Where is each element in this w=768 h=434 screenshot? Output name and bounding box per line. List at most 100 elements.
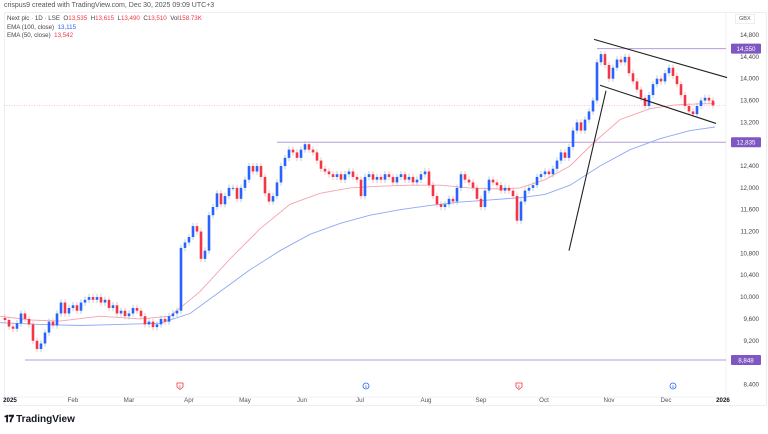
candle-down[interactable] (679, 84, 683, 96)
candle-up[interactable] (543, 171, 547, 175)
candle-up[interactable] (375, 176, 379, 180)
candle-up[interactable] (119, 310, 123, 314)
candle-up[interactable] (615, 59, 619, 68)
candle-up[interactable] (663, 73, 667, 82)
candle-down[interactable] (671, 67, 675, 76)
candle-up[interactable] (419, 174, 423, 180)
candle-down[interactable] (235, 187, 239, 199)
candle-up[interactable] (247, 166, 251, 180)
candle-down[interactable] (139, 310, 143, 317)
candle-up[interactable] (283, 157, 287, 167)
candle-up[interactable] (231, 187, 235, 189)
candle-down[interactable] (151, 321, 155, 328)
candle-down[interactable] (51, 321, 55, 326)
candle-down[interactable] (63, 302, 67, 314)
candle-up[interactable] (59, 302, 63, 314)
candle-up[interactable] (367, 174, 371, 177)
candle-up[interactable] (651, 84, 655, 96)
candle-up[interactable] (87, 297, 91, 300)
candle-up[interactable] (215, 193, 219, 207)
candle-up[interactable] (343, 174, 347, 180)
candle-down[interactable] (435, 196, 439, 205)
candle-up[interactable] (699, 100, 703, 106)
candle-up[interactable] (623, 56, 627, 63)
candle-down[interactable] (31, 324, 35, 341)
candle-up[interactable] (103, 299, 107, 303)
candle-up[interactable] (183, 242, 187, 248)
candle-down[interactable] (295, 152, 299, 158)
candle-up[interactable] (487, 179, 491, 191)
candle-down[interactable] (135, 308, 139, 311)
candle-up[interactable] (415, 179, 419, 183)
candle-down[interactable] (163, 318, 167, 322)
candle-down[interactable] (619, 59, 623, 63)
candle-down[interactable] (675, 75, 679, 85)
candle-up[interactable] (383, 174, 387, 180)
candle-up[interactable] (207, 215, 211, 251)
candle-down[interactable] (491, 179, 495, 183)
candle-up[interactable] (147, 321, 151, 325)
candle-down[interactable] (467, 179, 471, 183)
ema100-row[interactable]: EMA (100, close) 13,115 (7, 24, 202, 33)
candle-up[interactable] (279, 166, 283, 183)
candle-down[interactable] (495, 182, 499, 186)
candle-up[interactable] (531, 185, 535, 188)
candle-up[interactable] (275, 182, 279, 197)
candle-up[interactable] (111, 305, 115, 308)
candle-up[interactable] (95, 297, 99, 300)
candle-up[interactable] (535, 176, 539, 186)
candle-up[interactable] (503, 187, 507, 191)
candle-up[interactable] (519, 201, 523, 221)
candle-down[interactable] (327, 171, 331, 175)
candle-down[interactable] (251, 166, 255, 172)
earnings-event-icon[interactable] (176, 382, 184, 391)
candle-down[interactable] (371, 174, 375, 180)
candle-up[interactable] (191, 226, 195, 238)
candle-down[interactable] (99, 297, 103, 303)
candle-down[interactable] (319, 160, 323, 169)
candle-up[interactable] (583, 119, 587, 131)
candle-down[interactable] (379, 176, 383, 180)
candle-up[interactable] (19, 313, 23, 324)
candle-up[interactable] (175, 310, 179, 314)
candle-up[interactable] (567, 146, 571, 158)
candle-up[interactable] (271, 196, 275, 202)
candle-up[interactable] (443, 204, 447, 207)
candle-up[interactable] (667, 67, 671, 74)
candle-up[interactable] (227, 187, 231, 197)
candle-up[interactable] (67, 308, 71, 314)
candle-up[interactable] (347, 171, 351, 175)
ema50-row[interactable]: EMA (50, close) 13,542 (7, 32, 202, 41)
candle-down[interactable] (359, 179, 363, 197)
candle-up[interactable] (455, 187, 459, 202)
candle-up[interactable] (575, 122, 579, 131)
candle-down[interactable] (199, 231, 203, 259)
candle-down[interactable] (403, 174, 407, 180)
candle-down[interactable] (707, 97, 711, 101)
candle-up[interactable] (243, 179, 247, 188)
candle-up[interactable] (447, 198, 451, 205)
candle-up[interactable] (599, 54, 603, 63)
candle-down[interactable] (143, 316, 147, 325)
candle-down[interactable] (35, 340, 39, 349)
candle-up[interactable] (171, 313, 175, 317)
candle-up[interactable] (239, 187, 243, 199)
candle-down[interactable] (659, 78, 663, 82)
candle-up[interactable] (287, 149, 291, 158)
candle-up[interactable] (459, 174, 463, 188)
candle-up[interactable] (399, 174, 403, 177)
candle-up[interactable] (363, 176, 367, 197)
candle-down[interactable] (107, 299, 111, 308)
candle-up[interactable] (203, 250, 207, 259)
candle-down[interactable] (3, 317, 7, 321)
dividend-event-icon[interactable] (362, 382, 370, 390)
candle-down[interactable] (451, 198, 455, 202)
candle-down[interactable] (259, 166, 263, 177)
candle-down[interactable] (411, 176, 415, 183)
trendline[interactable] (593, 38, 728, 79)
candle-down[interactable] (711, 100, 715, 106)
candle-down[interactable] (511, 190, 515, 197)
candle-up[interactable] (83, 299, 87, 303)
candle-down[interactable] (91, 297, 95, 300)
candle-down[interactable] (351, 171, 355, 177)
